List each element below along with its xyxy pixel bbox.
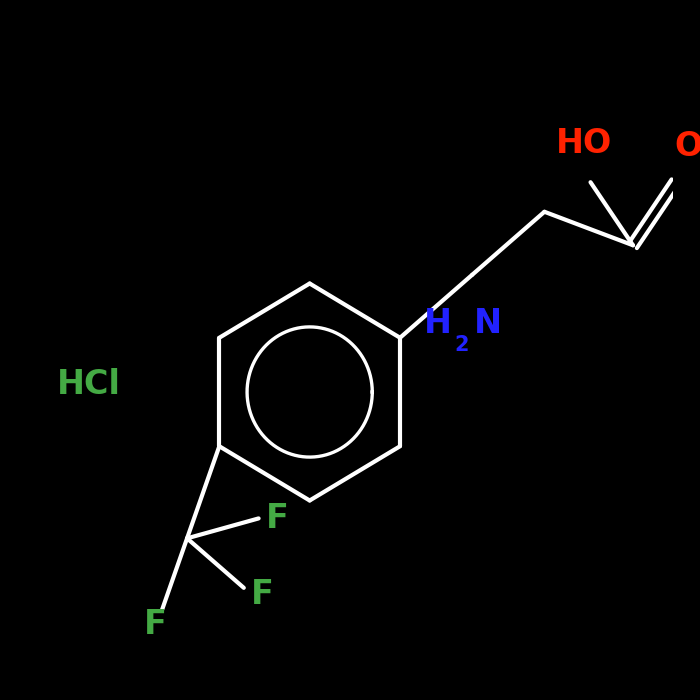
Text: F: F (251, 578, 274, 611)
Text: N: N (474, 307, 502, 340)
Text: F: F (266, 502, 289, 535)
Text: H: H (424, 307, 452, 340)
Text: 2: 2 (455, 335, 469, 355)
Text: O: O (675, 130, 700, 162)
Text: HCl: HCl (57, 368, 121, 402)
Text: F: F (144, 608, 167, 641)
Text: HO: HO (556, 127, 612, 160)
